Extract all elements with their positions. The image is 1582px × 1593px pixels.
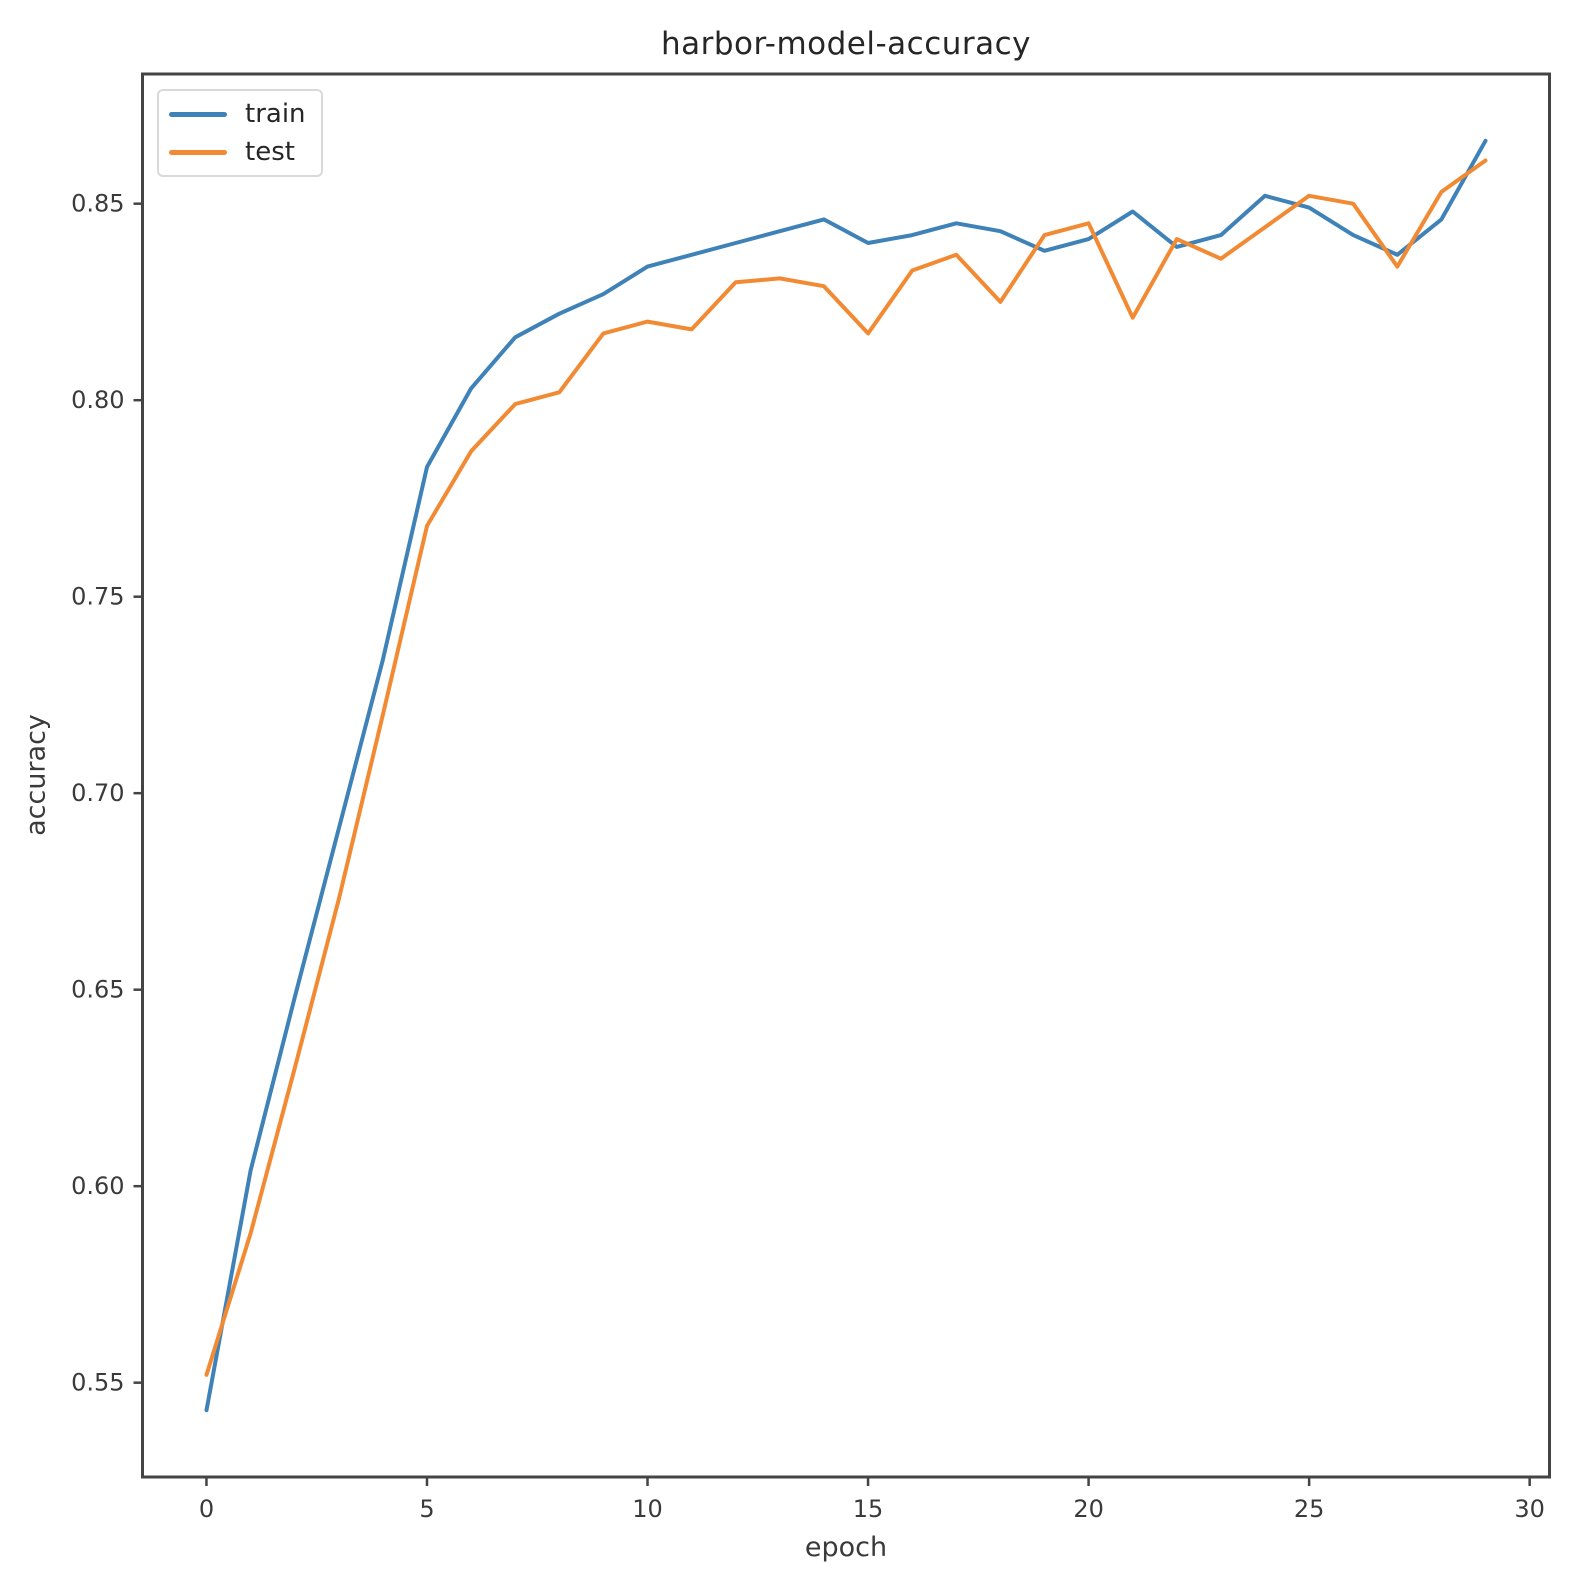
train-line-icon bbox=[169, 111, 227, 117]
legend: train test bbox=[157, 89, 323, 177]
x-axis-label: epoch bbox=[804, 1532, 888, 1563]
legend-label-test: test bbox=[245, 137, 295, 167]
x-tick-label: 5 bbox=[419, 1495, 434, 1523]
legend-item-train: train bbox=[169, 101, 309, 127]
y-tick-label: 0.85 bbox=[71, 190, 124, 218]
y-tick-label: 0.65 bbox=[71, 976, 124, 1004]
y-tick-label: 0.80 bbox=[71, 386, 124, 414]
x-tick-label: 25 bbox=[1294, 1495, 1325, 1523]
y-tick-label: 0.75 bbox=[71, 583, 124, 611]
x-tick-label: 15 bbox=[853, 1495, 884, 1523]
x-tick-label: 20 bbox=[1073, 1495, 1104, 1523]
x-tick-label: 10 bbox=[632, 1495, 663, 1523]
y-tick-label: 0.70 bbox=[71, 779, 124, 807]
y-tick-label: 0.55 bbox=[71, 1369, 124, 1397]
series-line-train bbox=[204, 138, 1488, 1413]
axes-spines bbox=[141, 72, 1551, 1479]
legend-label-train: train bbox=[245, 99, 306, 129]
legend-item-test: test bbox=[169, 139, 309, 165]
test-line-icon bbox=[169, 149, 227, 155]
y-tick-label: 0.60 bbox=[71, 1172, 124, 1200]
x-tick-label: 0 bbox=[199, 1495, 214, 1523]
chart-title: harbor-model-accuracy bbox=[660, 26, 1032, 62]
x-tick-label: 30 bbox=[1514, 1495, 1545, 1523]
series-line-test bbox=[204, 158, 1488, 1377]
